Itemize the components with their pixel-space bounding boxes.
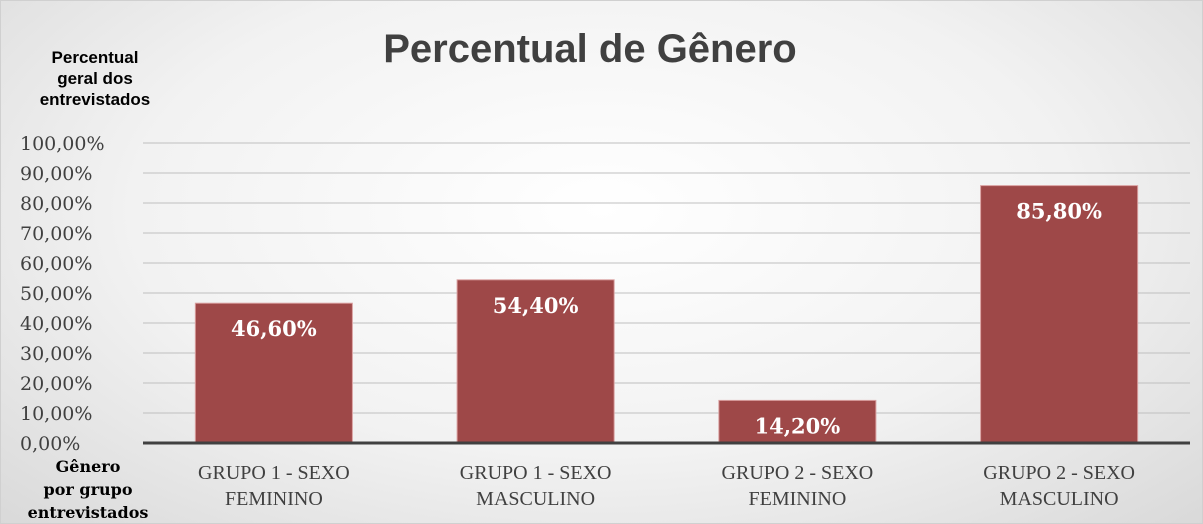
x-axis-title: Gênero <box>56 457 121 476</box>
y-tick-label: 0,00% <box>20 433 80 455</box>
bar <box>194 302 353 444</box>
y-tick-label: 10,00% <box>20 403 92 425</box>
y-tick-label: 70,00% <box>20 223 92 245</box>
y-axis-title: entrevistados <box>40 90 151 109</box>
x-axis-title: entrevistados <box>28 503 149 522</box>
chart-title: Percentual de Gênero <box>383 27 796 71</box>
y-axis-title: Percentual <box>52 48 139 67</box>
data-label: 46,60% <box>231 316 317 341</box>
y-axis-title: geral dos <box>57 69 133 88</box>
x-tick-label: GRUPO 2 - SEXO MASCULINO <box>983 462 1135 510</box>
y-tick-label: 60,00% <box>20 253 92 275</box>
bar <box>718 399 877 444</box>
data-label: 85,80% <box>1016 199 1102 224</box>
x-tick-label: GRUPO 1 - SEXO MASCULINO <box>459 462 612 510</box>
data-label: 14,20% <box>755 413 841 438</box>
y-tick-label: 50,00% <box>20 283 92 305</box>
bar <box>456 279 615 444</box>
x-tick-label: GRUPO 1 - SEXO FEMININO <box>198 462 350 510</box>
data-label: 54,40% <box>493 293 579 318</box>
x-axis-title: por grupo <box>44 480 133 499</box>
bar <box>980 185 1139 444</box>
x-tick-label: GRUPO 2 - SEXO FEMININO <box>721 462 874 510</box>
y-tick-label: 20,00% <box>20 373 92 395</box>
y-tick-label: 30,00% <box>20 343 92 365</box>
y-tick-label: 80,00% <box>20 193 92 215</box>
y-tick-label: 100,00% <box>20 133 105 155</box>
y-tick-label: 90,00% <box>20 163 92 185</box>
y-tick-label: 40,00% <box>20 313 92 335</box>
